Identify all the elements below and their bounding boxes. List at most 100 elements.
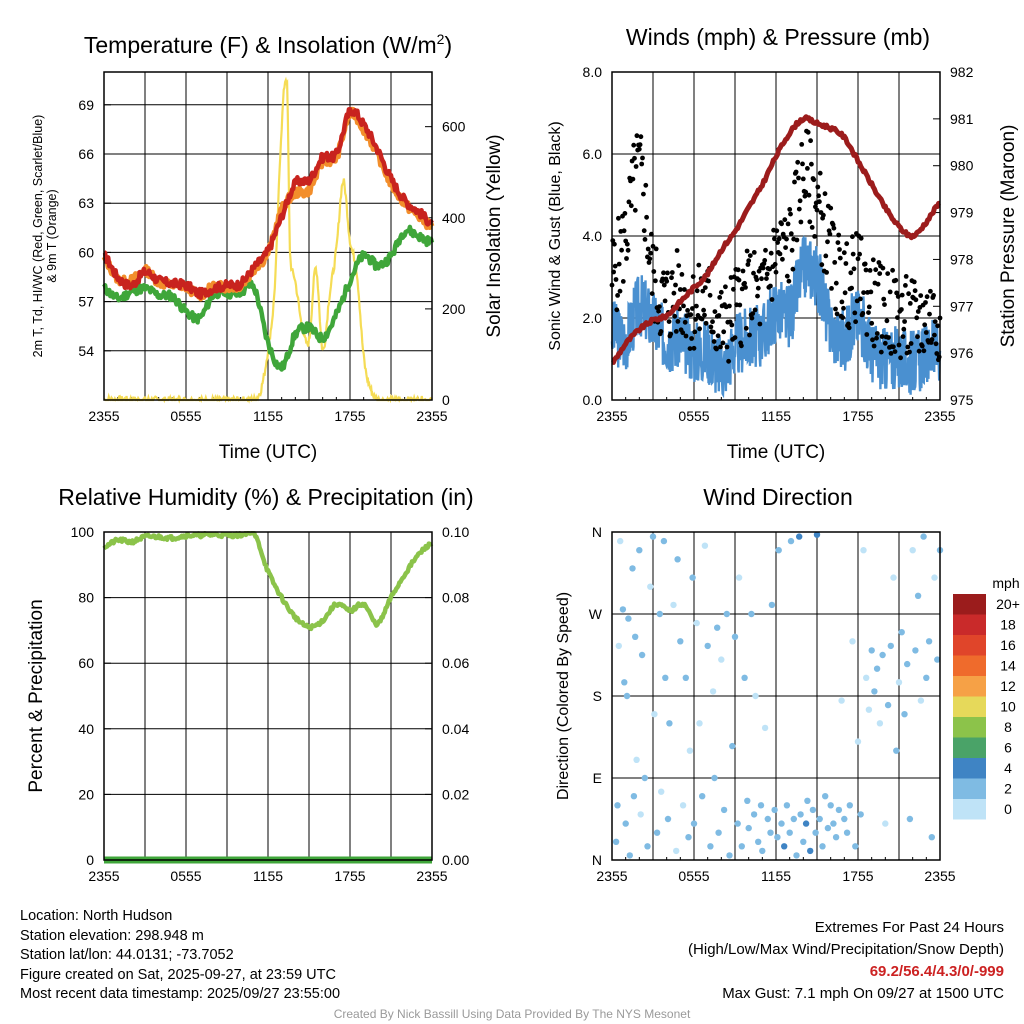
gust-point [814, 207, 820, 213]
direction-point [630, 793, 638, 800]
direction-point [750, 811, 758, 818]
gust-point [759, 276, 764, 282]
gust-point [682, 319, 688, 325]
gust-point [796, 206, 802, 212]
gust-point [619, 247, 624, 253]
gust-point [752, 307, 758, 313]
colorbar-label: 16 [1000, 637, 1016, 653]
direction-point [752, 692, 759, 700]
gust-point [817, 170, 823, 176]
gust-point [673, 282, 678, 288]
colorbar-label: 18 [1000, 617, 1016, 633]
x-tick-label: 2355 [88, 868, 119, 884]
gust-point [702, 312, 707, 318]
gust-point [727, 303, 732, 309]
direction-point [662, 674, 669, 681]
y-tick-label: 60 [78, 655, 94, 671]
direction-point [778, 820, 785, 827]
gust-point [746, 258, 752, 264]
direction-point [882, 820, 889, 827]
direction-point [707, 843, 714, 850]
gust-point [899, 292, 905, 298]
y2-tick-label: 0.10 [442, 524, 469, 540]
direction-point [644, 843, 651, 850]
gust-point [858, 296, 863, 302]
station-info: Location: North Hudson Station elevation… [20, 907, 340, 1005]
direction-point [647, 583, 654, 590]
gust-point [699, 316, 705, 322]
gust-point [664, 278, 670, 284]
direction-point [715, 829, 722, 836]
gust-point [822, 191, 828, 197]
gust-point [837, 255, 843, 261]
gust-point [676, 263, 682, 268]
elevation-text: Station elevation: 298.948 m [20, 927, 204, 944]
y-tick-label: 4.0 [583, 228, 603, 244]
direction-point [651, 711, 658, 718]
gust-point [669, 275, 674, 281]
direction-point [909, 547, 916, 554]
colorbar-label: 20+ [996, 596, 1020, 612]
gust-point [905, 344, 911, 350]
direction-point [638, 651, 646, 659]
gust-point [612, 241, 617, 247]
direction-point [738, 843, 745, 850]
gust-point [614, 307, 620, 313]
gust-point [681, 303, 686, 309]
direction-point [718, 656, 725, 663]
gust-point [812, 234, 817, 239]
x-tick-label: 2355 [924, 868, 955, 884]
gust-point [912, 288, 918, 294]
direction-point [824, 824, 832, 832]
pressure-line [610, 114, 942, 365]
gust-point [723, 284, 728, 290]
direction-point [812, 829, 819, 836]
gust-point [880, 265, 886, 271]
direction-point [626, 852, 633, 859]
direction-point [674, 556, 681, 563]
gust-point [653, 246, 659, 252]
rh-line [102, 531, 434, 632]
gust-point [852, 310, 858, 316]
gust-point [784, 273, 790, 279]
gust-point [785, 221, 791, 227]
direction-point [709, 688, 717, 695]
gust-point [784, 236, 789, 242]
direction-point [857, 811, 864, 818]
gust-point [780, 256, 785, 262]
colorbar: mph 20+ 18 16 14 12 10 8 6 4 2 0 [953, 575, 1020, 820]
direction-point [741, 674, 748, 681]
gust-point [647, 256, 653, 262]
gust-point [841, 305, 846, 311]
gust-point [751, 250, 757, 255]
plot-frame [611, 71, 941, 401]
gust-point [700, 288, 706, 294]
direction-point [793, 852, 800, 859]
gust-point [762, 258, 768, 263]
x-tick-label: 1155 [761, 868, 791, 884]
direction-point [931, 574, 938, 581]
direction-point [625, 615, 632, 622]
direction-point [876, 720, 884, 727]
gust-point [821, 212, 826, 218]
x-tick-label: 1755 [842, 408, 873, 424]
gust-point [613, 277, 619, 282]
gust-point [735, 267, 741, 273]
gust-point [790, 266, 796, 272]
gust-point [805, 129, 811, 135]
direction-point [767, 829, 774, 836]
gust-point [772, 261, 778, 267]
gust-point [768, 283, 773, 289]
y2-axis-title: Solar Insolation (Yellow) [484, 134, 505, 337]
x-axis-title: Time (UTC) [727, 442, 826, 463]
y2-tick-label: 0 [442, 392, 450, 408]
direction-point [879, 651, 886, 659]
gust-point [923, 300, 928, 305]
direction-point [686, 747, 694, 754]
plot-frame [103, 531, 433, 861]
gust-point [775, 240, 780, 245]
direction-point [720, 806, 728, 814]
direction-point [871, 688, 878, 695]
y2-axis-title: Station Pressure (Maroon) [998, 125, 1019, 348]
latlon-text: Station lat/lon: 44.0131; -73.7052 [20, 947, 234, 964]
